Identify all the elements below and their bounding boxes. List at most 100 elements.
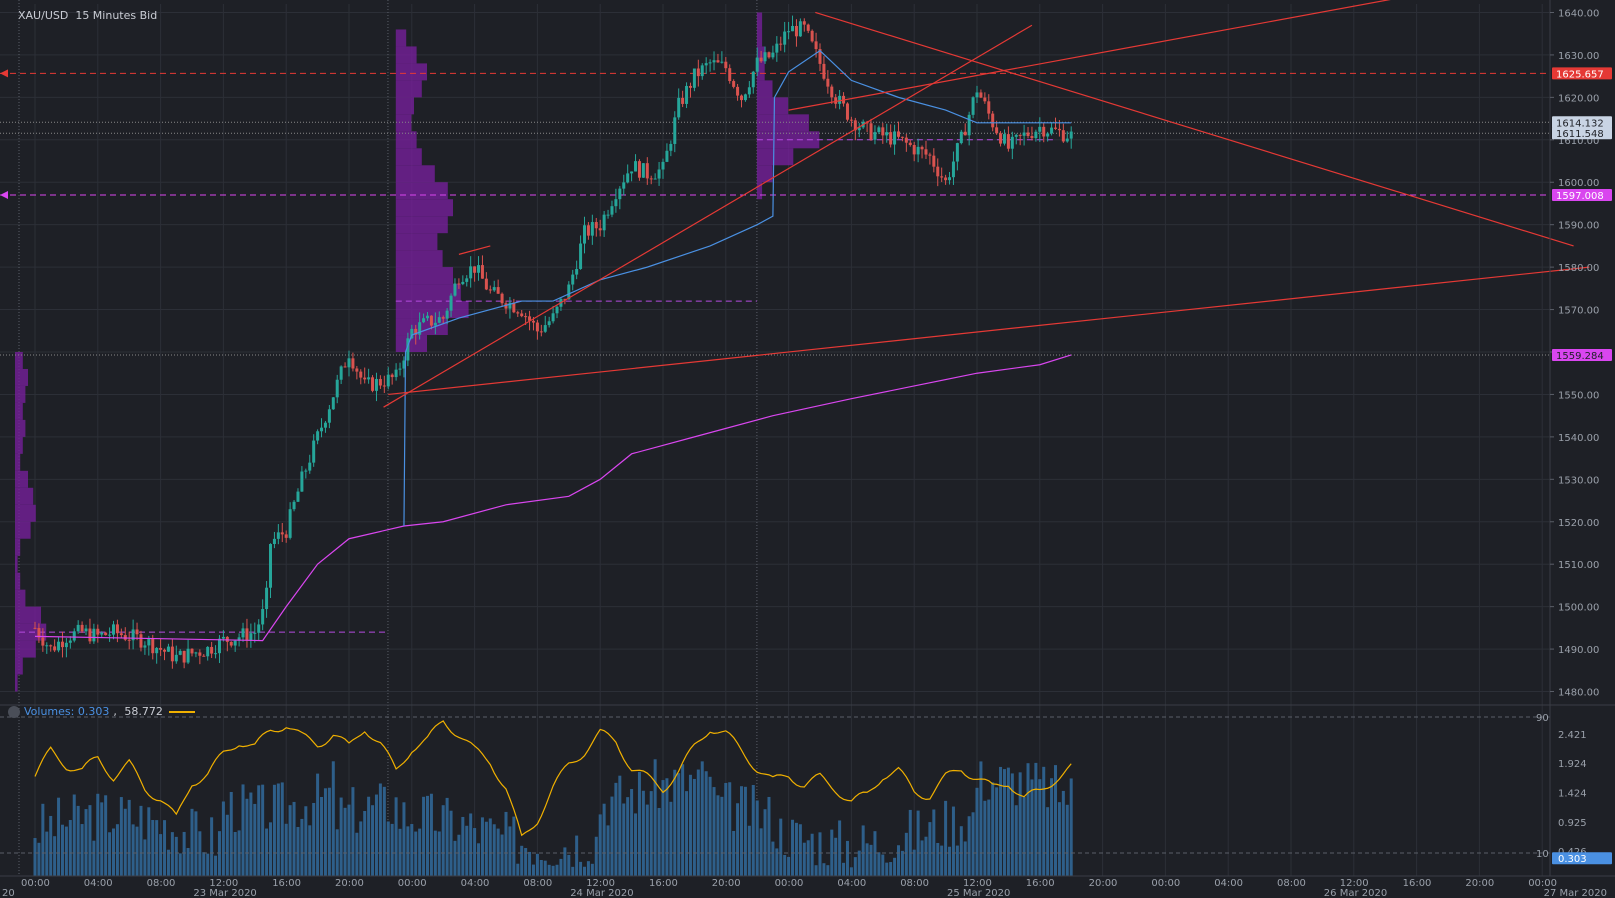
trend-line	[383, 24, 1033, 408]
candle-body	[253, 632, 257, 634]
volume-bar	[115, 824, 119, 876]
candle-body	[543, 325, 547, 332]
time-tick-label: 04:00	[84, 878, 113, 889]
candle-body	[194, 652, 198, 654]
volume-bar	[559, 858, 563, 876]
candle-body	[437, 317, 441, 323]
volume-bar	[272, 784, 276, 876]
candle-body	[473, 266, 477, 273]
volume-bar	[822, 863, 826, 876]
oscillator-legend-swatch	[168, 710, 195, 713]
candle-body	[53, 646, 57, 651]
volume-bar	[257, 785, 261, 876]
volume-bar	[386, 821, 390, 876]
candle-body	[433, 322, 437, 326]
volume-bar	[1006, 767, 1010, 876]
candle-body	[743, 94, 747, 101]
volume-bar	[449, 810, 453, 876]
profile-bin	[15, 352, 23, 369]
candle-body	[488, 289, 492, 291]
candle-body	[257, 624, 261, 633]
candle-body	[198, 652, 202, 656]
volume-bar	[622, 803, 626, 876]
candle-body	[700, 65, 704, 77]
volume-bar	[999, 766, 1003, 876]
candle-body	[367, 377, 371, 380]
candle-body	[131, 629, 135, 641]
volume-bar	[41, 803, 45, 876]
price-level-label: 1625.657	[1556, 69, 1604, 80]
candle-body	[838, 95, 842, 104]
session-vwap-line	[403, 49, 1072, 527]
profile-bin	[15, 538, 21, 556]
profile-bin	[15, 555, 18, 573]
candle-body	[284, 534, 288, 538]
price-tick-label: 1490.00	[1558, 645, 1599, 656]
candle-body	[904, 137, 908, 143]
volume-bar	[139, 805, 143, 876]
candle-body	[159, 647, 163, 650]
candle-body	[151, 638, 155, 654]
volume-bar	[461, 816, 465, 876]
volume-bar	[465, 825, 469, 876]
profile-bin	[15, 504, 36, 522]
candle-body	[720, 61, 724, 63]
volume-bar	[873, 831, 877, 876]
candle-body	[924, 149, 928, 155]
price-tick-label: 1600.00	[1558, 178, 1599, 189]
volume-bar	[33, 838, 37, 876]
candle-body	[229, 641, 233, 646]
volume-bar	[791, 819, 795, 876]
price-level-label: 1559.284	[1556, 351, 1604, 362]
volume-bar	[147, 807, 151, 876]
time-tick-label: 12:00	[586, 878, 615, 889]
candle-body	[853, 120, 857, 131]
candle-body	[575, 268, 579, 275]
candle-body	[665, 150, 669, 162]
volume-bar	[84, 809, 88, 876]
volume-bar	[453, 840, 457, 876]
volume-bar	[924, 836, 928, 876]
candle-body	[893, 131, 897, 145]
volume-bar	[590, 863, 594, 876]
volume-bar	[802, 842, 806, 876]
time-tick-label: 00:00	[1151, 878, 1180, 889]
volume-bar	[426, 795, 429, 876]
volume-bar	[955, 845, 959, 876]
volume-bar	[598, 814, 602, 876]
profile-bin	[15, 385, 26, 403]
candle-body	[936, 166, 940, 177]
volume-bar	[331, 761, 335, 876]
price-tick-label: 1510.00	[1558, 560, 1599, 571]
candle-body	[496, 287, 500, 294]
volume-bar	[1038, 779, 1042, 876]
candle-body	[492, 287, 496, 291]
candle-body	[669, 143, 673, 151]
candle-body	[783, 31, 787, 45]
profile-bin	[395, 114, 412, 132]
volume-bar	[673, 769, 677, 876]
volume-bar	[351, 787, 355, 876]
candle-body	[382, 385, 386, 387]
volume-bar	[316, 773, 320, 876]
candle-body	[371, 377, 375, 391]
volume-bar	[445, 797, 449, 876]
volume-bar	[371, 805, 375, 876]
candle-body	[614, 199, 618, 207]
eye-icon[interactable]	[8, 705, 20, 718]
volume-bar	[245, 798, 249, 876]
volume-bar	[983, 800, 987, 876]
volume-bar	[269, 822, 272, 876]
price-level-label-bg	[1552, 116, 1612, 129]
profile-bin	[395, 318, 448, 336]
candle-body	[186, 648, 190, 663]
candle-body	[323, 422, 327, 428]
volume-bar	[92, 840, 96, 876]
candle-body	[155, 647, 159, 654]
volume-bar	[704, 771, 708, 876]
volume-profile-0	[15, 352, 47, 692]
volume-bar	[677, 773, 681, 876]
candle-body	[418, 322, 422, 335]
time-tick-label: 08:00	[523, 878, 552, 889]
